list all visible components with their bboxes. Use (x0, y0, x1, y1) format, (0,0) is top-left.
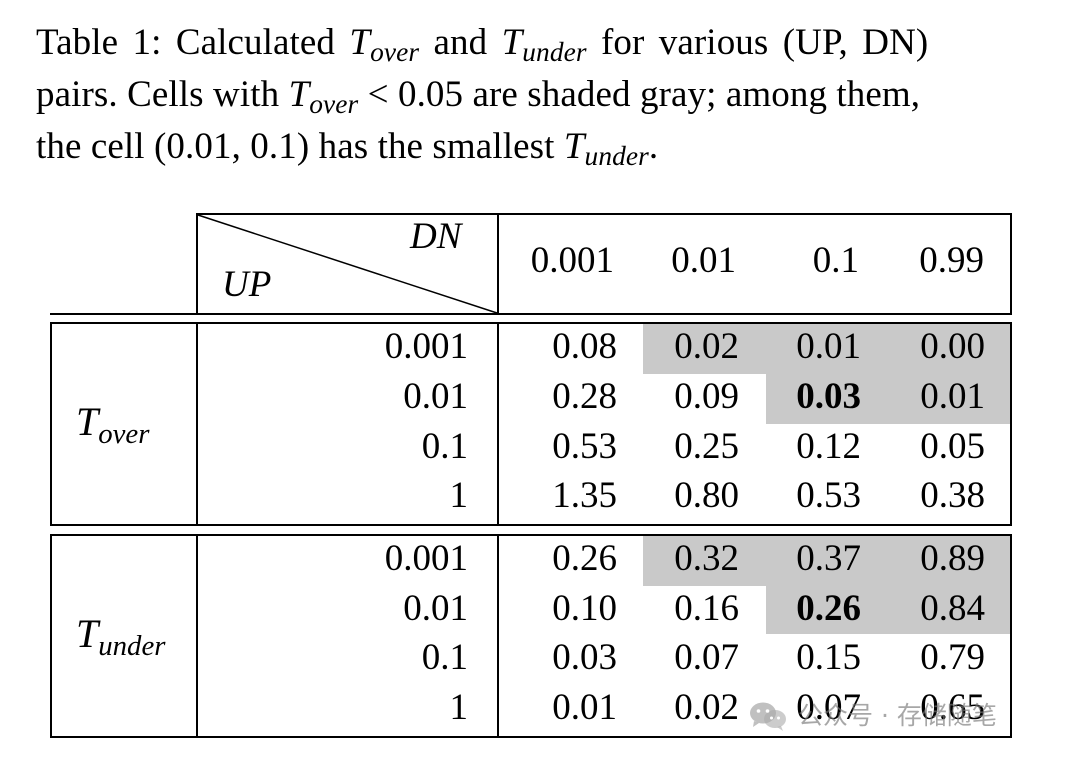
column-header: 0.01 (671, 240, 736, 281)
row-label: 1 (449, 687, 469, 728)
column-header: 0.1 (812, 240, 859, 281)
table-cell: 0.53 (552, 426, 617, 467)
caption-line-2: pairs. Cells with Tover < 0.05 are shade… (36, 74, 921, 119)
shaded-cells (643, 324, 1011, 374)
table-cell: 0.10 (552, 588, 617, 629)
shaded-cells (643, 536, 1011, 586)
table-cell: 0.01 (552, 687, 617, 728)
header-bottom-rule (50, 313, 1012, 315)
table-cell: 0.03 (552, 637, 617, 678)
row-label: 0.1 (421, 637, 468, 678)
table-cell: 0.07 (674, 637, 739, 678)
section-rule (196, 322, 198, 526)
table-cell: 0.00 (920, 326, 985, 367)
table-cell: 0.02 (674, 326, 739, 367)
section-rule (497, 534, 499, 738)
column-header: 0.001 (530, 240, 614, 281)
table-cell: 0.05 (920, 426, 985, 467)
column-header: 0.99 (919, 240, 984, 281)
table-cell: 0.01 (796, 326, 861, 367)
section-rule (196, 534, 198, 738)
section-rule (497, 322, 499, 526)
table-cell: 0.16 (674, 588, 739, 629)
table-cell: 0.38 (920, 475, 985, 516)
table-cell: 0.32 (674, 538, 739, 579)
table-cell: 0.53 (796, 475, 861, 516)
shaded-cells (766, 374, 1011, 424)
section-over-box (50, 322, 1012, 526)
wechat-icon (750, 702, 786, 731)
watermark: 公众号 · 存储随笔 (748, 698, 997, 734)
table-cell: 0.28 (552, 376, 617, 417)
row-label: 0.1 (421, 426, 468, 467)
table-cell: 0.07 (796, 687, 861, 728)
row-label: 0.001 (384, 326, 468, 367)
table-cell: 0.80 (674, 475, 739, 516)
table-cell: 0.25 (674, 426, 739, 467)
table-cell: 0.65 (920, 687, 985, 728)
table-cell: 0.02 (674, 687, 739, 728)
shaded-cells (766, 586, 1011, 634)
table-cell: 0.79 (920, 637, 985, 678)
watermark-text: 公众号 · 存储随笔 (798, 701, 997, 730)
table-cell: 0.12 (796, 426, 861, 467)
table-cell: 0.84 (920, 588, 985, 629)
row-label: 1 (449, 475, 469, 516)
table-cell: 0.26 (552, 538, 617, 579)
table-caption: Table 1: Calculated Tover and Tunder for… (36, 18, 1046, 174)
caption-line-3: the cell (0.01, 0.1) has the smallest Tu… (36, 126, 659, 171)
section-label-under: Tunder (76, 611, 166, 663)
up-label: UP (222, 264, 272, 305)
table-cell: 0.09 (674, 376, 739, 417)
row-label: 0.001 (384, 538, 468, 579)
table-cell: 0.37 (796, 538, 861, 579)
dn-label: DN (410, 216, 462, 257)
header-top-rule (196, 213, 1012, 215)
table-cell-highlighted: 0.26 (796, 588, 861, 629)
header-left-rule (196, 213, 198, 315)
row-label: 0.01 (403, 376, 468, 417)
table-cell: 1.35 (552, 475, 617, 516)
header-mid-rule (497, 213, 499, 315)
caption-line-1: Table 1: Calculated Tover and Tunder for… (36, 22, 929, 67)
header-right-rule (1010, 213, 1012, 315)
row-label: 0.01 (403, 588, 468, 629)
table-cell: 0.15 (796, 637, 861, 678)
section-under-box (50, 534, 1012, 738)
table-cell: 0.89 (920, 538, 985, 579)
table-cell-highlighted: 0.03 (796, 376, 861, 417)
table-cell: 0.08 (552, 326, 617, 367)
table-cell: 0.01 (920, 376, 985, 417)
section-label-over: Tover (76, 399, 150, 451)
